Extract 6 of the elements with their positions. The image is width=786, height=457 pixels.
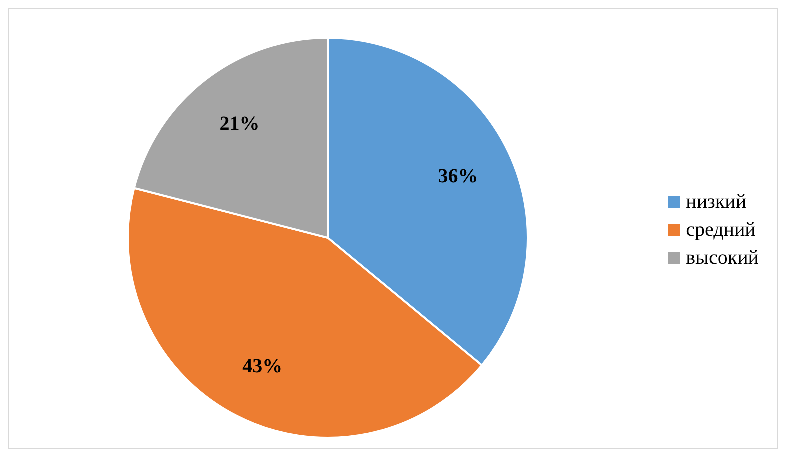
data-label: 36% <box>438 166 478 188</box>
legend-label: высокий <box>686 246 759 270</box>
data-label: 21% <box>220 113 260 136</box>
data-label: 43% <box>242 355 283 378</box>
legend-label: низкий <box>686 190 747 214</box>
legend-label: средний <box>686 218 756 242</box>
